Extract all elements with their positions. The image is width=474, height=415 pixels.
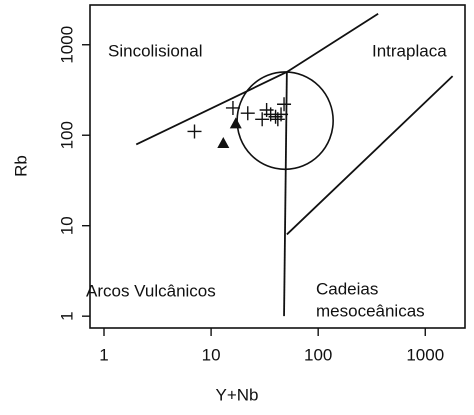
x-tick-label: 1000	[406, 345, 444, 364]
y-tick-label: 10	[57, 216, 76, 235]
x-axis-label: Y+Nb	[216, 385, 259, 404]
field-label: Intraplaca	[372, 41, 447, 60]
cross-point	[187, 124, 202, 139]
x-tick-label: 10	[202, 345, 221, 364]
field-label: mesoceânicas	[316, 301, 425, 320]
cross-point	[240, 106, 255, 121]
y-tick-label: 1	[57, 311, 76, 320]
cross-point	[268, 109, 283, 124]
x-tick-label: 100	[304, 345, 332, 364]
x-tick-label: 1	[99, 345, 108, 364]
y-tick-label: 1000	[57, 26, 76, 64]
boundary-line	[135, 13, 379, 146]
cross-point	[225, 100, 240, 115]
plot-frame	[89, 4, 466, 329]
field-label: Sincolisional	[108, 41, 203, 60]
cross-point	[270, 112, 285, 127]
y-axis-label: Rb	[11, 155, 30, 177]
boundary-line	[283, 71, 288, 317]
triangle-point	[229, 117, 242, 129]
boundary-line	[286, 75, 454, 236]
field-label: Cadeias	[316, 279, 378, 298]
y-tick-label: 100	[57, 121, 76, 149]
cross-point	[255, 112, 270, 127]
cross-point	[277, 97, 292, 112]
field-label: Arcos Vulcânicos	[86, 281, 216, 300]
triangle-point	[217, 137, 230, 149]
